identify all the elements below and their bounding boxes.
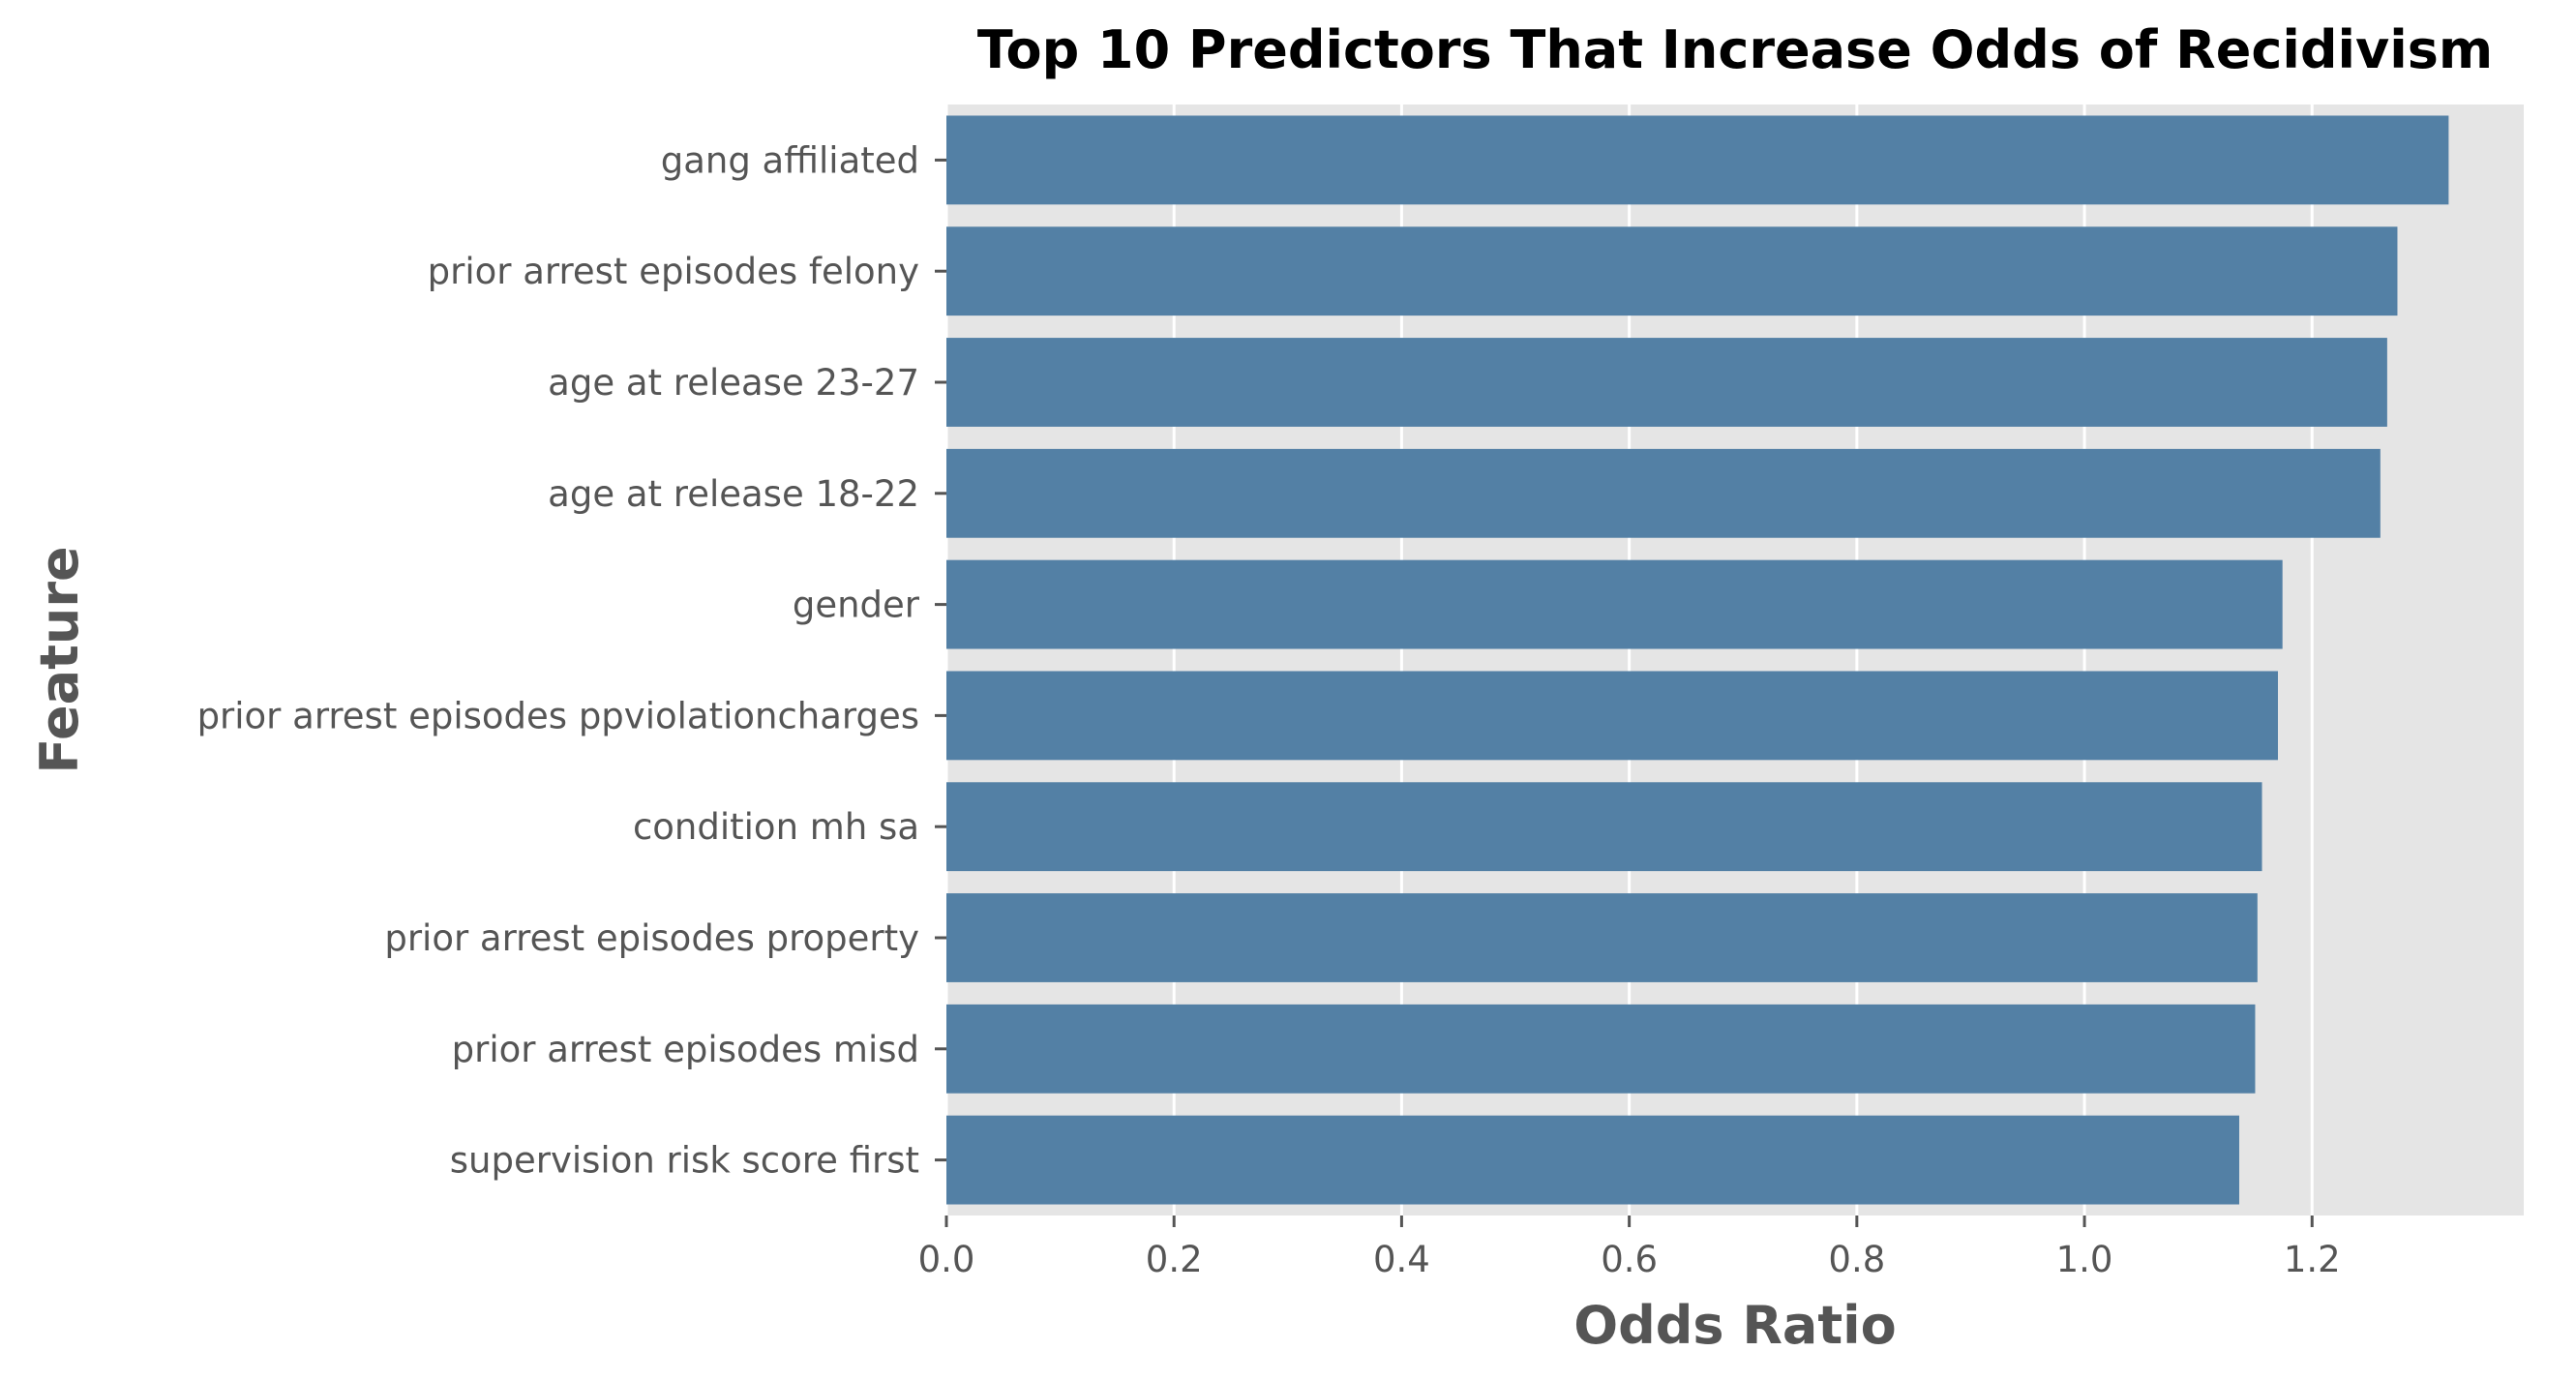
x-axis-ticks: 0.0 0.2 0.4 0.6 0.8 1.0 1.2 [918,1216,2341,1280]
bar [946,338,2387,427]
bar [946,1004,2256,1094]
bar [946,893,2258,982]
y-tick-label: condition mh sa [633,806,919,848]
x-tick-label: 0.6 [1601,1239,1658,1280]
y-tick-label: gang affiliated [661,139,919,181]
chart-title: Top 10 Predictors That Increase Odds of … [977,19,2493,80]
x-axis-label: Odds Ratio [1573,1295,1897,1356]
bar [946,671,2278,761]
y-tick-label: prior arrest episodes ppviolationcharges [197,695,919,736]
bar [946,1115,2239,1205]
y-tick-label: prior arrest episodes felony [428,251,919,292]
y-tick-label: gender [793,585,920,626]
y-tick-label: supervision risk score first [450,1140,919,1182]
bar [946,448,2381,538]
bar [946,115,2449,205]
bar [946,782,2262,872]
x-tick-label: 0.4 [1373,1239,1430,1280]
y-tick-label: prior arrest episodes misd [452,1029,919,1070]
y-tick-label: prior arrest episodes property [384,917,919,959]
bar [946,226,2398,316]
y-axis-ticks: gang affiliated prior arrest episodes fel… [197,139,946,1182]
y-tick-label: age at release 23-27 [548,362,919,404]
y-axis-label: Feature [29,546,90,773]
bars [946,115,2449,1205]
x-tick-label: 0.0 [918,1239,975,1280]
x-tick-label: 1.0 [2056,1239,2113,1280]
y-tick-label: age at release 18-22 [548,473,919,515]
bar [946,559,2283,649]
x-tick-label: 0.8 [1828,1239,1885,1280]
x-tick-label: 0.2 [1146,1239,1203,1280]
x-tick-label: 1.2 [2284,1239,2341,1280]
